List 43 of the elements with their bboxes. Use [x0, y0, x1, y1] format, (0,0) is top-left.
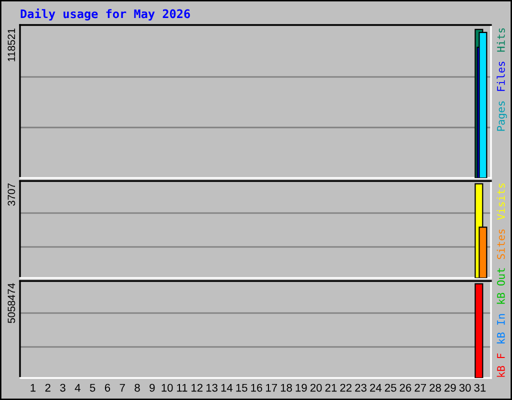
x-tick-label: 18 — [280, 384, 292, 392]
text: 3707 — [8, 183, 16, 206]
chart-title: Daily usage for May 2026 — [20, 8, 190, 20]
x-tick-label: 6 — [104, 384, 110, 392]
text: 118521 — [8, 28, 16, 62]
text: kB F — [496, 354, 505, 377]
x-tick-label: 15 — [236, 384, 248, 392]
x-tick-label: 11 — [177, 384, 188, 392]
x-tick-label: 27 — [414, 384, 426, 392]
x-tick-label: 10 — [162, 384, 173, 392]
text: Visits — [496, 183, 505, 220]
x-tick-label: 1 — [30, 384, 36, 392]
text: Hits — [496, 28, 505, 52]
x-tick-label: 4 — [74, 384, 80, 392]
x-tick-label: 17 — [266, 384, 277, 392]
x-tick-label: 9 — [150, 384, 155, 392]
legend-label: kB Out — [496, 268, 505, 304]
x-tick-label: 28 — [430, 384, 441, 392]
x-tick-label: 5 — [90, 384, 96, 392]
x-tick-label: 25 — [384, 384, 396, 392]
x-tick-label: 30 — [459, 384, 471, 392]
x-tick-label: 23 — [355, 384, 366, 392]
x-tick-label: 16 — [251, 384, 262, 392]
x-tick-label: 2 — [45, 384, 50, 392]
text: 5058474 — [8, 283, 16, 324]
text: Files — [496, 62, 505, 91]
x-tick-label: 21 — [325, 384, 337, 392]
x-tick-label: 26 — [400, 384, 412, 392]
x-tick-label: 20 — [310, 384, 322, 392]
text: Pages — [497, 101, 507, 131]
x-tick-label: 22 — [340, 384, 352, 392]
x-tick-label: 3 — [60, 384, 66, 392]
x-tick-label: 19 — [296, 384, 307, 392]
x-tick-label: 8 — [134, 384, 140, 392]
x-tick-label: 7 — [120, 384, 125, 392]
x-tick-label: 29 — [444, 384, 456, 392]
x-tick-label: 24 — [370, 384, 382, 392]
x-tick-label: 12 — [192, 384, 202, 392]
legend-label: kB In — [496, 314, 505, 344]
x-tick-label: 31 — [474, 384, 486, 392]
text: Sites — [496, 229, 505, 260]
x-tick-label: 14 — [221, 384, 233, 392]
x-tick-label: 13 — [206, 384, 218, 392]
